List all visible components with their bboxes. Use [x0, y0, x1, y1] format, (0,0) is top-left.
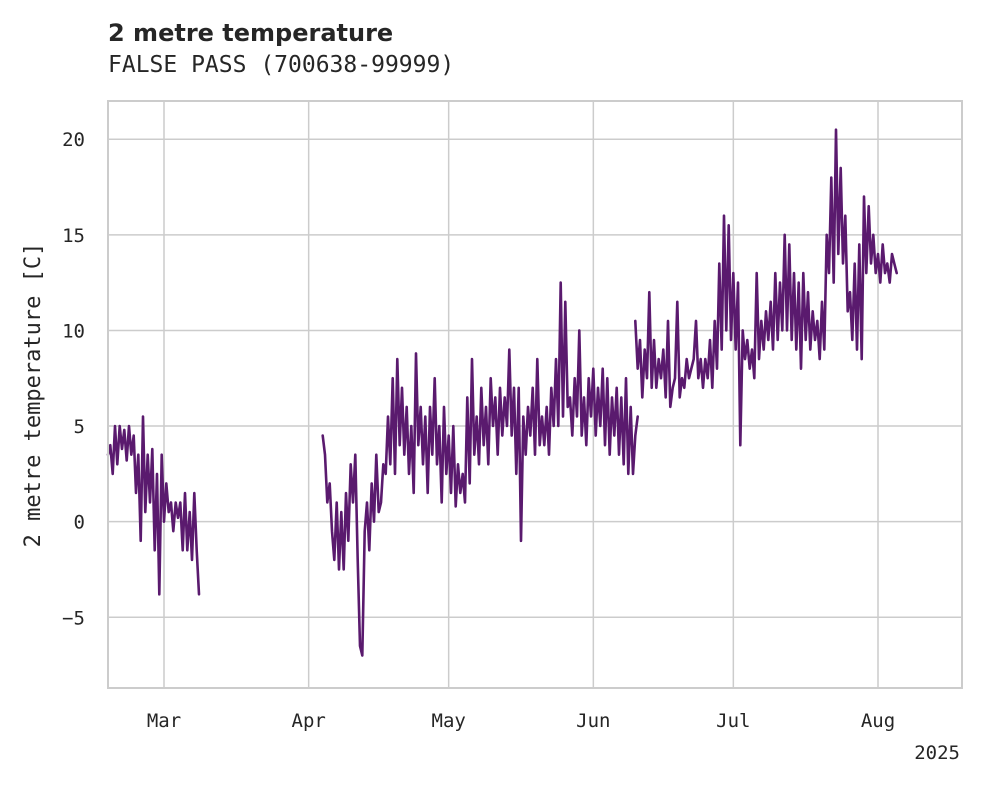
x-tick-label: Mar	[147, 710, 181, 732]
plot-frame	[107, 100, 963, 689]
y-axis-label: 2 metre temperature [C]	[21, 243, 46, 548]
chart-title: 2 metre temperature	[108, 19, 393, 47]
y-tick-label: 15	[62, 225, 85, 247]
y-tick-label: 20	[62, 129, 85, 151]
x-axis-year-label: 2025	[914, 742, 960, 764]
x-tick-label: Aug	[861, 710, 895, 732]
y-tick-labels: 20 15 10 5 0 −5	[62, 129, 85, 629]
x-tick-label: Jul	[716, 710, 750, 732]
y-tick-label: 10	[62, 320, 85, 342]
series-layer	[106, 128, 898, 657]
y-tick-label: −5	[62, 607, 85, 629]
y-tick-label: 0	[74, 512, 85, 534]
chart-subtitle: FALSE PASS (700638-99999)	[108, 52, 454, 78]
x-tick-label: Jun	[576, 710, 610, 732]
y-tick-label: 5	[74, 416, 85, 438]
temperature-series-line	[106, 128, 898, 657]
gridlines	[108, 101, 962, 688]
x-tick-labels: Mar Apr May Jun Jul Aug	[147, 710, 895, 732]
x-tick-label: May	[432, 710, 466, 732]
x-tick-label: Apr	[292, 710, 326, 732]
